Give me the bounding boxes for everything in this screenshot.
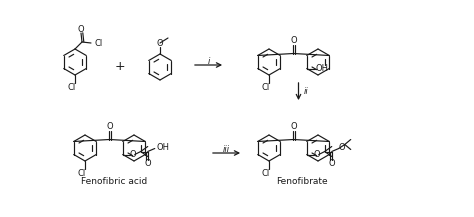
Text: iii: iii [223,145,230,153]
Text: O: O [157,38,164,48]
Text: O: O [290,36,297,45]
Text: O: O [313,150,320,159]
Text: ii: ii [303,87,308,96]
Text: Cl: Cl [68,84,76,92]
Text: OH: OH [316,64,329,73]
Text: O: O [328,159,335,168]
Text: Cl: Cl [262,169,270,179]
Text: +: + [115,61,125,74]
Text: i: i [207,56,210,66]
Text: Cl: Cl [78,169,86,179]
Text: O: O [129,150,136,159]
Text: O: O [106,122,113,131]
Text: Cl: Cl [262,84,270,92]
Text: OH: OH [157,143,170,152]
Text: O: O [338,143,345,152]
Text: Cl: Cl [95,38,103,48]
Text: O: O [145,159,151,168]
Text: O: O [290,122,297,131]
Text: Fenofibrate: Fenofibrate [276,176,328,186]
Text: Fenofibric acid: Fenofibric acid [82,176,147,186]
Text: O: O [78,25,84,33]
